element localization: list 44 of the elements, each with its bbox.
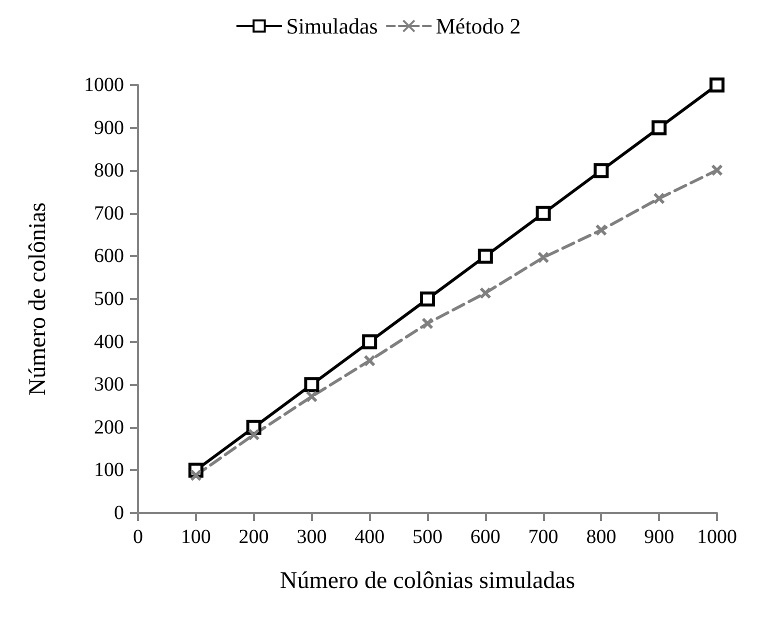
point bbox=[306, 390, 318, 403]
point bbox=[710, 78, 724, 92]
y-tick-label: 700 bbox=[94, 202, 124, 224]
y-tick-label: 800 bbox=[94, 160, 124, 182]
point bbox=[422, 317, 434, 330]
x-tick-label: 300 bbox=[296, 526, 327, 548]
legend-label: Simuladas bbox=[286, 14, 378, 38]
x-tick-label: 600 bbox=[470, 526, 500, 548]
x-tick-label: 100 bbox=[180, 526, 211, 548]
y-tick-label: 300 bbox=[94, 374, 124, 396]
y-tick-label: 900 bbox=[94, 116, 124, 139]
point bbox=[653, 192, 666, 204]
y-tick-label: 0 bbox=[114, 502, 124, 524]
point bbox=[594, 163, 609, 178]
x-tick-label: 800 bbox=[586, 526, 616, 548]
point bbox=[711, 164, 723, 176]
y-tick-label: 1000 bbox=[84, 74, 124, 96]
point bbox=[479, 287, 492, 300]
x-axis-title: Número de colônias simuladas bbox=[280, 568, 576, 594]
y-tick-label: 100 bbox=[94, 459, 124, 482]
x-tick-label: 400 bbox=[354, 526, 385, 548]
x-tick-label: 700 bbox=[528, 526, 558, 548]
point bbox=[420, 292, 435, 306]
point bbox=[190, 469, 202, 482]
point bbox=[362, 334, 378, 350]
y-axis-title: Número de colônias bbox=[25, 202, 51, 396]
point bbox=[478, 248, 493, 264]
x-tick-label: 1000 bbox=[697, 526, 737, 548]
x-tick-label: 200 bbox=[238, 526, 269, 548]
x-tick-label: 500 bbox=[412, 526, 442, 548]
point bbox=[536, 206, 551, 221]
point bbox=[248, 428, 260, 441]
point bbox=[652, 120, 667, 136]
y-tick-label: 500 bbox=[94, 288, 124, 310]
point bbox=[364, 354, 376, 367]
x-tick-label: 900 bbox=[644, 526, 674, 548]
x-tick-label: 0 bbox=[133, 526, 143, 548]
y-tick-label: 600 bbox=[94, 245, 124, 268]
point bbox=[595, 224, 608, 236]
y-tick-label: 400 bbox=[94, 330, 124, 353]
point bbox=[304, 377, 320, 392]
point bbox=[537, 251, 550, 264]
y-tick-label: 200 bbox=[94, 416, 124, 438]
legend-label: Método 2 bbox=[436, 14, 521, 38]
